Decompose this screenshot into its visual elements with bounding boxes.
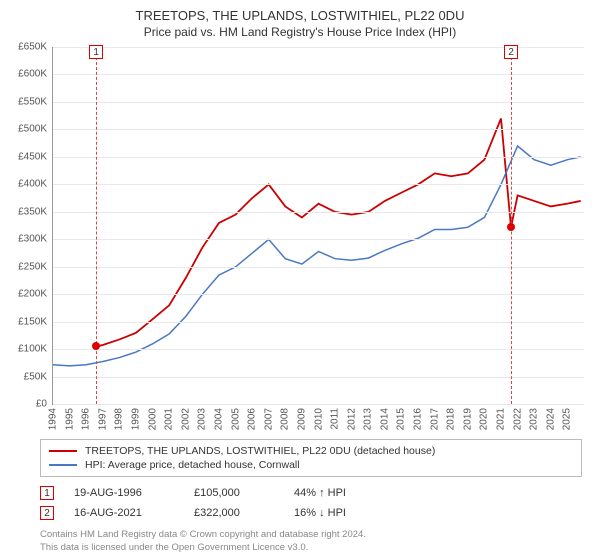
y-axis-label: £350K xyxy=(18,206,47,217)
x-axis-label: 2021 xyxy=(496,408,507,430)
transaction-date: 19-AUG-1996 xyxy=(74,487,174,499)
transaction-price: £105,000 xyxy=(194,487,274,499)
x-axis-label: 2016 xyxy=(413,408,424,430)
x-axis-label: 2022 xyxy=(512,408,523,430)
y-axis-label: £450K xyxy=(18,151,47,162)
x-axis-label: 2020 xyxy=(479,408,490,430)
x-axis-label: 2010 xyxy=(313,408,324,430)
x-axis-label: 1997 xyxy=(97,408,108,430)
y-axis-label: £50K xyxy=(24,371,47,382)
gridline xyxy=(53,239,584,240)
transaction-date: 16-AUG-2021 xyxy=(74,507,174,519)
data-rows: 1 19-AUG-1996 £105,000 44% ↑ HPI 2 16-AUG-202… xyxy=(40,483,582,523)
legend-swatch xyxy=(49,450,77,452)
footer-attribution: Contains HM Land Registry data © Crown c… xyxy=(40,529,582,554)
x-axis-label: 2011 xyxy=(330,408,341,430)
transaction-price: £322,000 xyxy=(194,507,274,519)
gridline xyxy=(53,349,584,350)
event-marker-dot xyxy=(507,223,515,231)
chart-area: £0£50K£100K£150K£200K£250K£300K£350K£400… xyxy=(52,47,584,433)
transaction-row: 2 16-AUG-2021 £322,000 16% ↓ HPI xyxy=(40,503,582,523)
chart-subtitle: Price paid vs. HM Land Registry's House … xyxy=(0,25,600,39)
x-axis-label: 2018 xyxy=(446,408,457,430)
x-axis-label: 2008 xyxy=(280,408,291,430)
x-axis-label: 2004 xyxy=(213,408,224,430)
x-axis-label: 1995 xyxy=(64,408,75,430)
gridline xyxy=(53,404,584,405)
gridline xyxy=(53,377,584,378)
x-axis-label: 1998 xyxy=(114,408,125,430)
x-axis-label: 2024 xyxy=(545,408,556,430)
gridline xyxy=(53,184,584,185)
event-marker-dot xyxy=(92,342,100,350)
gridline xyxy=(53,74,584,75)
legend-item: HPI: Average price, detached house, Corn… xyxy=(49,458,573,472)
series-line xyxy=(53,146,581,366)
x-axis-label: 2006 xyxy=(247,408,258,430)
y-axis-label: £200K xyxy=(18,289,47,300)
footer-line-2: This data is licensed under the Open Gov… xyxy=(40,542,582,554)
x-axis-label: 1994 xyxy=(48,408,59,430)
gridline xyxy=(53,294,584,295)
y-axis-label: £500K xyxy=(18,124,47,135)
event-marker-box: 1 xyxy=(89,45,103,59)
transaction-delta: 16% ↓ HPI xyxy=(294,507,346,519)
transaction-number-box: 1 xyxy=(40,486,54,500)
x-axis-label: 1996 xyxy=(81,408,92,430)
x-axis-label: 2001 xyxy=(164,408,175,430)
x-axis-label: 2012 xyxy=(346,408,357,430)
legend-item: TREETOPS, THE UPLANDS, LOSTWITHIEL, PL22… xyxy=(49,444,573,458)
series-line xyxy=(96,118,581,346)
footer-line-1: Contains HM Land Registry data © Crown c… xyxy=(40,529,582,541)
event-marker-box: 2 xyxy=(504,45,518,59)
transaction-row: 1 19-AUG-1996 £105,000 44% ↑ HPI xyxy=(40,483,582,503)
legend: TREETOPS, THE UPLANDS, LOSTWITHIEL, PL22… xyxy=(40,439,582,477)
gridline xyxy=(53,212,584,213)
x-axis-label: 2015 xyxy=(396,408,407,430)
legend-label: TREETOPS, THE UPLANDS, LOSTWITHIEL, PL22… xyxy=(85,445,435,457)
y-axis-label: £400K xyxy=(18,179,47,190)
x-axis-label: 1999 xyxy=(130,408,141,430)
gridline xyxy=(53,102,584,103)
transaction-number-box: 2 xyxy=(40,506,54,520)
x-axis-label: 2019 xyxy=(462,408,473,430)
legend-label: HPI: Average price, detached house, Corn… xyxy=(85,459,300,471)
y-axis-label: £150K xyxy=(18,316,47,327)
y-axis-label: £250K xyxy=(18,261,47,272)
event-marker-line xyxy=(96,47,97,404)
x-axis-label: 2017 xyxy=(429,408,440,430)
gridline xyxy=(53,322,584,323)
y-axis-label: £100K xyxy=(18,344,47,355)
title-block: TREETOPS, THE UPLANDS, LOSTWITHIEL, PL22… xyxy=(0,0,600,43)
y-axis-label: £650K xyxy=(18,42,47,53)
chart-container: TREETOPS, THE UPLANDS, LOSTWITHIEL, PL22… xyxy=(0,0,600,560)
x-axis-label: 2000 xyxy=(147,408,158,430)
x-axis-label: 2009 xyxy=(296,408,307,430)
transaction-delta: 44% ↑ HPI xyxy=(294,487,346,499)
chart-title: TREETOPS, THE UPLANDS, LOSTWITHIEL, PL22… xyxy=(0,8,600,23)
x-axis-label: 2014 xyxy=(379,408,390,430)
x-axis-label: 2025 xyxy=(562,408,573,430)
y-axis-label: £300K xyxy=(18,234,47,245)
y-axis-label: £0 xyxy=(36,399,47,410)
x-axis-label: 2023 xyxy=(529,408,540,430)
line-series-svg xyxy=(53,47,584,404)
y-axis-label: £600K xyxy=(18,69,47,80)
legend-swatch xyxy=(49,464,77,466)
gridline xyxy=(53,129,584,130)
gridline xyxy=(53,157,584,158)
plot-region: £0£50K£100K£150K£200K£250K£300K£350K£400… xyxy=(52,47,584,405)
x-axis-label: 2007 xyxy=(263,408,274,430)
gridline xyxy=(53,267,584,268)
x-axis-label: 2005 xyxy=(230,408,241,430)
x-axis-label: 2013 xyxy=(363,408,374,430)
x-axis-label: 2003 xyxy=(197,408,208,430)
y-axis-label: £550K xyxy=(18,96,47,107)
x-axis-label: 2002 xyxy=(180,408,191,430)
